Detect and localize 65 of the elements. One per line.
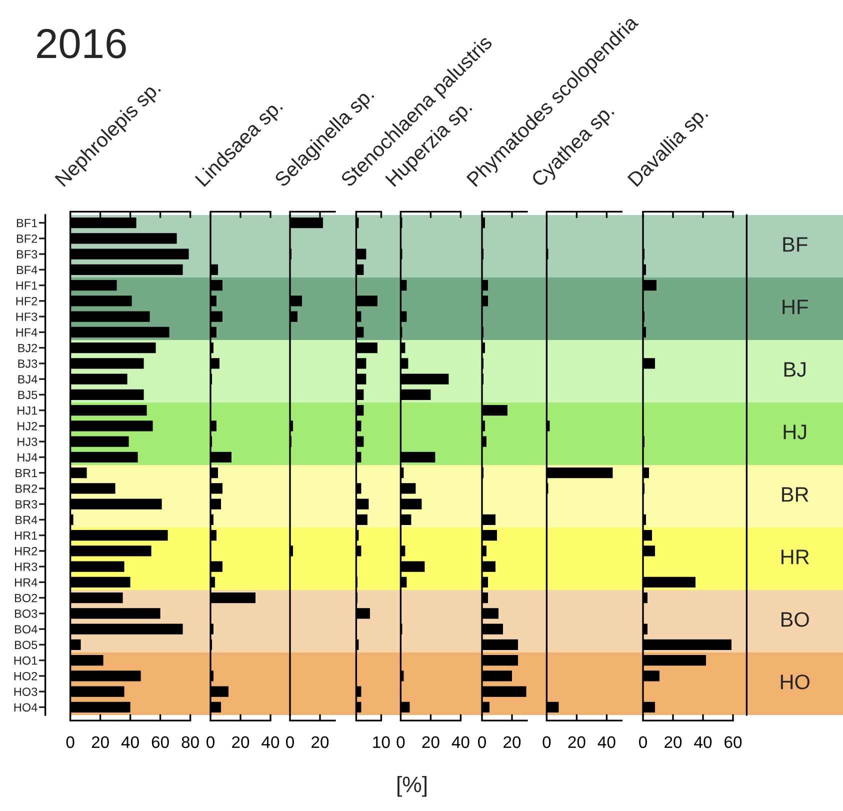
y-tick-label: HF3	[16, 312, 38, 321]
y-tick-label: HR1	[15, 531, 38, 540]
text: 2016	[37, 28, 126, 58]
y-tick-label: BO2	[15, 594, 38, 602]
x-tick-label: 10	[373, 736, 390, 748]
y-tick-label: HR2	[15, 546, 38, 556]
y-tick-label: HF1	[16, 281, 38, 290]
band-label: BF	[783, 237, 808, 252]
y-tick-label: BO3	[15, 609, 38, 618]
x-tick-label: 40	[598, 736, 616, 748]
band-label: HJ	[784, 424, 806, 440]
x-tick-label: 60	[152, 736, 169, 748]
x-tick-label: 0	[286, 736, 294, 748]
y-tick-label: HO4	[14, 703, 38, 712]
y-tick-label: HO3	[14, 688, 38, 696]
y-tick-label: HR4	[15, 578, 38, 586]
y-tick-label: BF4	[16, 266, 38, 274]
y-tick-label: BJ5	[18, 390, 38, 400]
x-tick-label: 60	[724, 736, 742, 748]
band-label: BJ	[784, 362, 806, 377]
x-tick-label: 20	[504, 736, 521, 748]
y-tick-label: BO5	[15, 640, 38, 650]
x-tick-label: 20	[232, 736, 250, 748]
y-tick-label: BJ2	[18, 344, 38, 352]
band-label: HO	[780, 674, 810, 690]
y-tick-label: BR4	[16, 516, 38, 524]
x-tick-label: 20	[92, 736, 109, 748]
y-tick-label: BF3	[16, 250, 38, 258]
y-tick-label: HJ1	[18, 406, 38, 415]
x-tick-label: 40	[262, 736, 280, 748]
x-axis-title: [%]	[398, 776, 426, 797]
x-tick-label: 20	[422, 736, 440, 748]
y-tick-label: BO4	[15, 625, 38, 634]
x-tick-label: 0	[206, 736, 214, 748]
y-tick-label: BJ3	[18, 359, 38, 368]
x-tick-label: 20	[568, 736, 586, 748]
y-tick-label: BF2	[16, 234, 38, 243]
y-tick-label: HF4	[16, 328, 38, 336]
band-label: BO	[782, 612, 809, 627]
y-tick-label: HF2	[16, 296, 38, 306]
y-tick-label: HJ3	[18, 438, 38, 446]
band-label: HR	[782, 550, 809, 564]
x-tick-label: 0	[639, 736, 647, 748]
y-tick-label: HR3	[15, 562, 38, 571]
y-tick-label: HO1	[14, 656, 38, 665]
x-tick-label: 40	[452, 736, 470, 748]
band-label: BR	[782, 487, 808, 502]
y-tick-label: HJ4	[18, 453, 38, 462]
x-tick-label: 40	[694, 736, 712, 748]
y-tick-label: BF1	[16, 218, 38, 228]
band-label: HF	[782, 300, 808, 314]
y-tick-label: BR3	[16, 500, 38, 508]
x-tick-label: 0	[396, 736, 405, 748]
x-tick-label: 80	[182, 736, 199, 748]
x-tick-label: 0	[66, 736, 74, 748]
x-tick-label: 0	[478, 736, 486, 748]
x-tick-label: 20	[312, 736, 329, 748]
y-tick-label: BJ4	[18, 375, 38, 384]
x-tick-label: 0	[542, 736, 551, 748]
x-tick-label: 20	[664, 736, 682, 748]
y-tick-label: HO2	[14, 672, 38, 680]
x-tick-label: 40	[121, 736, 139, 748]
y-tick-label: BR2	[16, 484, 38, 493]
y-tick-label: BR1	[16, 468, 38, 478]
y-tick-label: HJ2	[18, 422, 38, 430]
